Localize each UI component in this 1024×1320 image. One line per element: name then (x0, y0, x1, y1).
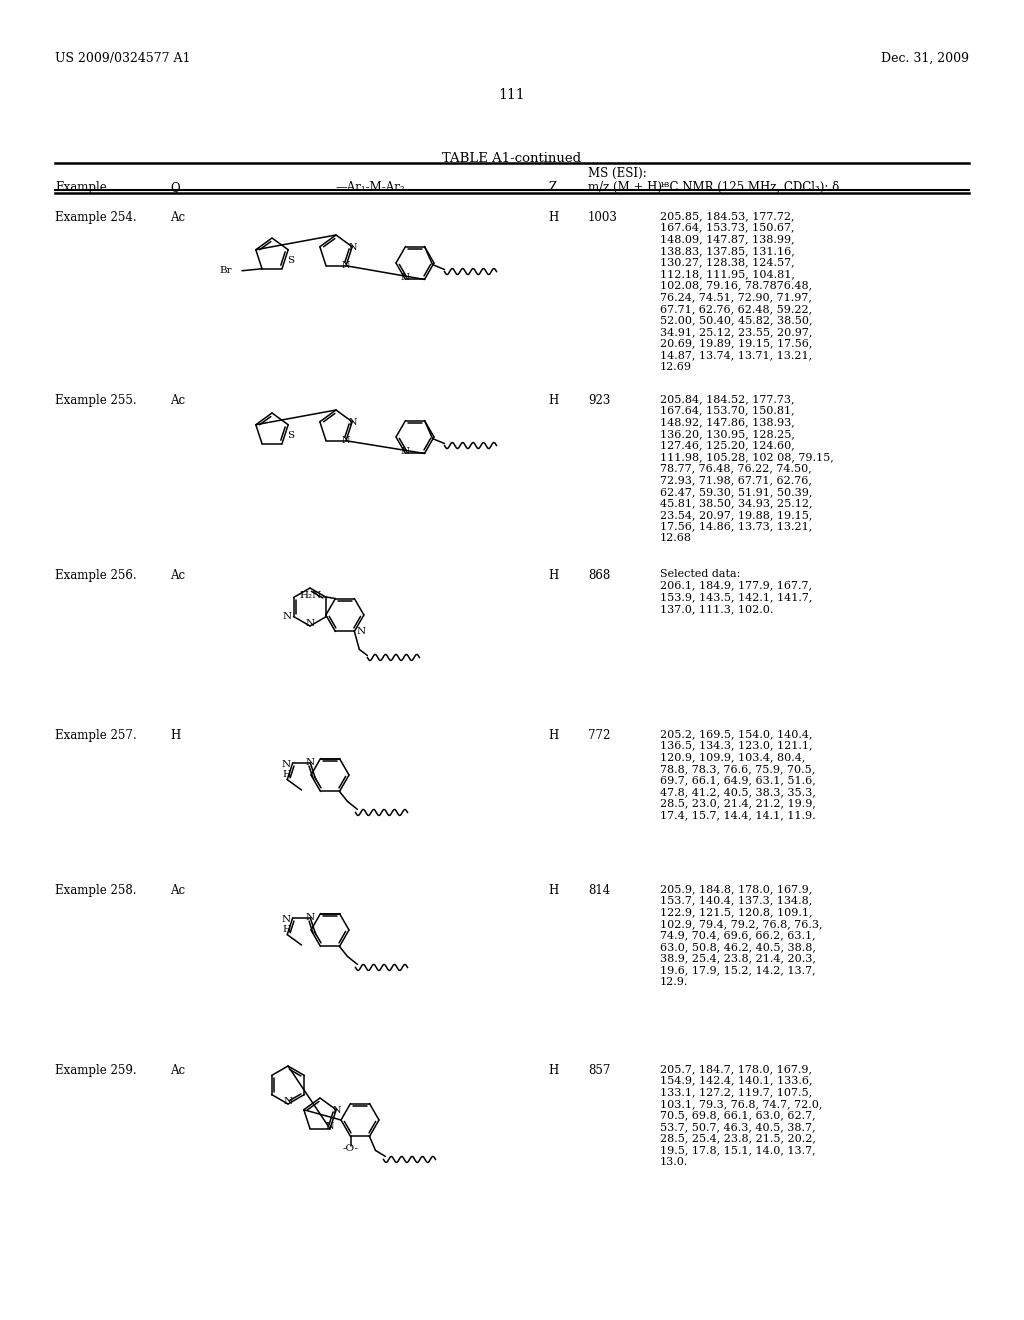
Text: N: N (349, 243, 357, 252)
Text: 205.9, 184.8, 178.0, 167.9,
153.7, 140.4, 137.3, 134.8,
122.9, 121.5, 120.8, 109: 205.9, 184.8, 178.0, 167.9, 153.7, 140.4… (660, 884, 822, 987)
Text: 868: 868 (588, 569, 610, 582)
Text: Example 257.: Example 257. (55, 729, 136, 742)
Text: TABLE A1-continued: TABLE A1-continued (442, 152, 582, 165)
Text: H: H (548, 569, 558, 582)
Text: N: N (283, 612, 292, 620)
Text: Selected data:
206.1, 184.9, 177.9, 167.7,
153.9, 143.5, 142.1, 141.7,
137.0, 11: Selected data: 206.1, 184.9, 177.9, 167.… (660, 569, 812, 614)
Text: N: N (349, 418, 357, 428)
Text: 772: 772 (588, 729, 610, 742)
Text: N: N (306, 759, 314, 767)
Text: 814: 814 (588, 884, 610, 898)
Text: H: H (548, 729, 558, 742)
Text: 205.7, 184.7, 178.0, 167.9,
154.9, 142.4, 140.1, 133.6,
133.1, 127.2, 119.7, 107: 205.7, 184.7, 178.0, 167.9, 154.9, 142.4… (660, 1064, 822, 1167)
Text: Z: Z (548, 181, 556, 194)
Text: Example 255.: Example 255. (55, 393, 136, 407)
Text: Example 258.: Example 258. (55, 884, 136, 898)
Text: Ac: Ac (170, 569, 185, 582)
Text: N: N (342, 436, 350, 445)
Text: Example 254.: Example 254. (55, 211, 136, 224)
Text: 205.84, 184.52, 177.73,
167.64, 153.70, 150.81,
148.92, 147.86, 138.93,
136.20, : 205.84, 184.52, 177.73, 167.64, 153.70, … (660, 393, 834, 544)
Text: Ac: Ac (170, 393, 185, 407)
Text: Ac: Ac (170, 211, 185, 224)
Text: N: N (401, 447, 410, 455)
Text: Ac: Ac (170, 884, 185, 898)
Text: Br: Br (219, 267, 232, 276)
Text: H: H (548, 884, 558, 898)
Text: N: N (342, 261, 350, 271)
Text: N: N (306, 913, 314, 923)
Text: H: H (170, 729, 180, 742)
Text: N: N (282, 760, 291, 770)
Text: H₂N: H₂N (299, 591, 322, 601)
Text: N: N (282, 915, 291, 924)
Text: N: N (305, 619, 314, 627)
Text: N: N (401, 273, 410, 282)
Text: Example 259.: Example 259. (55, 1064, 136, 1077)
Text: m/z (M + H)⁺: m/z (M + H)⁺ (588, 181, 668, 194)
Text: MS (ESI):: MS (ESI): (588, 168, 647, 180)
Text: H: H (548, 393, 558, 407)
Text: S: S (287, 432, 294, 441)
Text: H: H (283, 771, 291, 779)
Text: Dec. 31, 2009: Dec. 31, 2009 (881, 51, 969, 65)
Text: 923: 923 (588, 393, 610, 407)
Text: N: N (356, 627, 366, 636)
Text: 205.85, 184.53, 177.72,
167.64, 153.73, 150.67,
148.09, 147.87, 138.99,
138.83, : 205.85, 184.53, 177.72, 167.64, 153.73, … (660, 211, 812, 372)
Text: Q: Q (170, 181, 179, 194)
Text: Example 256.: Example 256. (55, 569, 136, 582)
Text: 857: 857 (588, 1064, 610, 1077)
Text: 1003: 1003 (588, 211, 617, 224)
Text: 205.2, 169.5, 154.0, 140.4,
136.5, 134.3, 123.0, 121.1,
120.9, 109.9, 103.4, 80.: 205.2, 169.5, 154.0, 140.4, 136.5, 134.3… (660, 729, 816, 820)
Text: N: N (333, 1106, 341, 1115)
Text: Example: Example (55, 181, 106, 194)
Text: US 2009/0324577 A1: US 2009/0324577 A1 (55, 51, 190, 65)
Text: ¹³C NMR (125 MHz, CDCl₃): δ: ¹³C NMR (125 MHz, CDCl₃): δ (660, 181, 840, 194)
Text: -O-: -O- (342, 1144, 358, 1152)
Text: —Ar₁‐M‐Ar₂: —Ar₁‐M‐Ar₂ (335, 181, 404, 194)
Text: 111: 111 (499, 88, 525, 102)
Text: S: S (287, 256, 294, 265)
Text: Ac: Ac (170, 1064, 185, 1077)
Text: H: H (548, 211, 558, 224)
Text: H: H (548, 1064, 558, 1077)
Text: N: N (284, 1097, 293, 1106)
Text: H: H (283, 925, 291, 935)
Text: N: N (326, 1122, 334, 1131)
